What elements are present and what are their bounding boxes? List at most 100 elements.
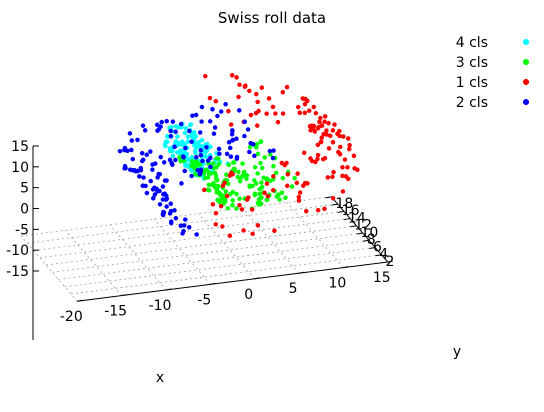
data-point	[164, 193, 169, 198]
data-point	[153, 161, 158, 166]
data-point	[292, 175, 297, 181]
data-point	[196, 140, 201, 145]
data-point	[214, 165, 219, 170]
data-point	[194, 144, 199, 149]
data-point	[337, 128, 342, 134]
legend-marker	[523, 79, 529, 85]
data-point	[303, 96, 308, 102]
data-point	[271, 176, 276, 182]
data-point	[308, 156, 313, 161]
data-point	[130, 156, 135, 162]
data-point	[315, 126, 321, 131]
data-point	[205, 158, 211, 163]
data-point	[258, 139, 264, 145]
data-point	[167, 157, 173, 163]
data-point	[240, 173, 245, 179]
data-point	[137, 174, 142, 179]
data-point	[259, 195, 264, 200]
x-tick	[210, 282, 216, 285]
data-point	[170, 119, 176, 124]
data-point	[192, 143, 197, 148]
data-point	[268, 178, 273, 183]
data-point	[271, 163, 276, 169]
data-point	[213, 173, 219, 179]
data-point	[117, 148, 123, 154]
z-tick-label: 10	[11, 160, 29, 176]
grid-line-y	[58, 239, 370, 280]
data-point	[315, 142, 321, 148]
data-point	[255, 171, 260, 176]
data-point	[347, 143, 352, 148]
data-point	[178, 223, 183, 228]
data-point	[168, 134, 174, 139]
data-point	[280, 175, 286, 181]
data-point	[165, 139, 170, 145]
data-point	[223, 102, 228, 107]
data-point	[220, 183, 226, 188]
data-point	[168, 201, 173, 206]
data-point	[125, 148, 130, 154]
data-point	[259, 184, 265, 190]
data-point	[297, 190, 303, 195]
data-point	[305, 181, 310, 186]
data-point	[338, 144, 343, 150]
grid-line-x	[286, 202, 344, 268]
data-point	[141, 175, 146, 180]
data-point	[271, 188, 276, 193]
data-point	[234, 156, 240, 161]
data-point	[322, 119, 327, 124]
data-point	[230, 203, 235, 208]
data-point	[247, 149, 252, 155]
series-3	[117, 102, 276, 237]
data-point	[178, 158, 183, 164]
data-point	[315, 156, 320, 162]
data-point	[215, 188, 220, 193]
data-point	[158, 124, 163, 129]
data-point	[257, 186, 262, 192]
x-axis-line	[77, 261, 388, 302]
data-point	[206, 169, 212, 175]
data-point	[179, 125, 184, 130]
data-point	[256, 108, 261, 114]
data-point	[204, 167, 209, 172]
data-point	[265, 194, 271, 199]
data-point	[340, 189, 346, 194]
data-point	[187, 128, 192, 134]
data-point	[168, 148, 173, 154]
data-point	[227, 233, 233, 238]
data-point	[308, 128, 313, 133]
data-point	[262, 190, 267, 196]
data-point	[231, 160, 237, 165]
data-point	[168, 208, 174, 214]
legend-label: 3 cls	[456, 55, 488, 71]
data-point	[150, 167, 155, 172]
data-point	[165, 134, 171, 139]
data-point	[184, 156, 189, 162]
data-point	[194, 159, 199, 164]
data-point	[193, 134, 199, 139]
data-point	[228, 154, 234, 159]
data-point	[158, 154, 163, 160]
data-point	[127, 131, 133, 136]
data-point	[193, 150, 198, 156]
chart-title: Swiss roll data	[218, 9, 326, 27]
data-point	[247, 88, 252, 94]
data-point	[164, 204, 169, 209]
data-point	[211, 161, 216, 166]
data-point	[128, 167, 133, 172]
data-point	[326, 120, 331, 126]
data-point	[211, 180, 216, 186]
data-point	[199, 119, 204, 124]
data-point	[219, 197, 224, 202]
data-point	[330, 174, 335, 180]
data-point	[347, 146, 352, 152]
data-point	[226, 162, 232, 168]
data-point	[318, 115, 323, 121]
data-point	[198, 168, 203, 173]
data-point	[296, 198, 302, 203]
data-point	[192, 140, 197, 145]
data-point	[175, 134, 180, 139]
data-point	[242, 133, 247, 139]
data-point	[189, 173, 194, 179]
data-point	[192, 172, 198, 177]
